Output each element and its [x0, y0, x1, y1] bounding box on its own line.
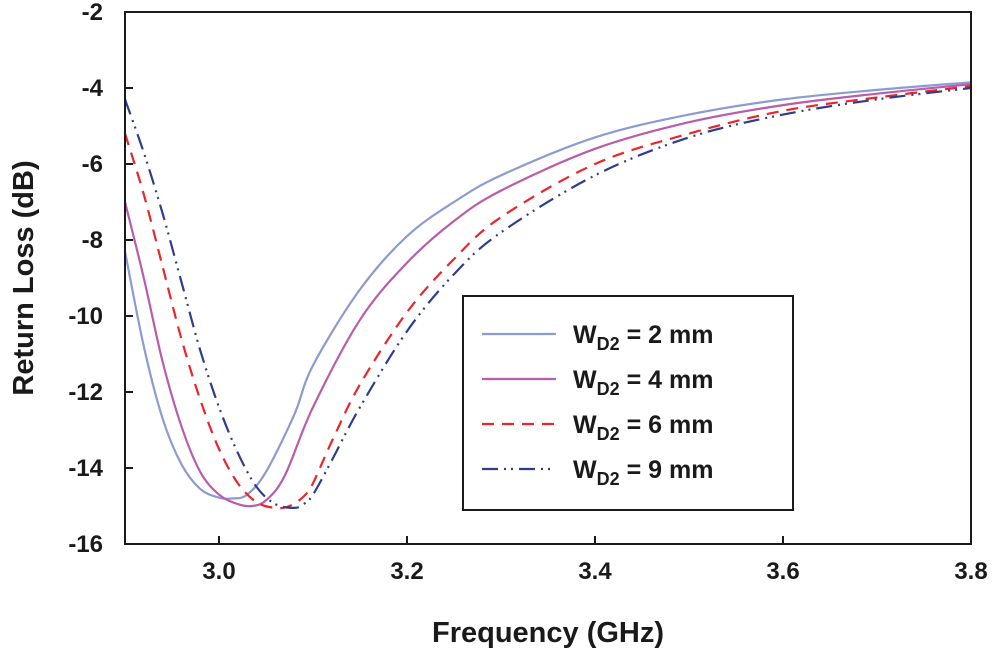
x-tick-label: 3.8	[954, 558, 987, 585]
y-tick-label: -12	[68, 379, 103, 406]
series-line-3	[123, 85, 972, 510]
x-tick-label: 3.0	[202, 558, 235, 585]
y-axis-label: Return Loss (dB)	[8, 160, 40, 395]
legend-entries: WD2 = 2 mm WD2 = 4 mm WD2 = 6 mm WD2 = 9 mm	[482, 321, 713, 489]
series-line-2	[123, 83, 972, 508]
legend-box	[462, 295, 794, 511]
x-tick-label: 3.2	[390, 558, 423, 585]
series-line-4	[123, 86, 972, 509]
series-layer	[123, 81, 972, 510]
y-tick-label: -4	[82, 75, 104, 102]
x-tick-label: 3.6	[766, 558, 799, 585]
series-line-1	[123, 81, 972, 500]
legend-label-1: WD2 = 2 mm	[573, 321, 713, 354]
legend: WD2 = 2 mm WD2 = 4 mm WD2 = 6 mm WD2 = 9 mm	[462, 295, 794, 511]
legend-label-2: WD2 = 4 mm	[573, 366, 713, 399]
legend-label-3: WD2 = 6 mm	[573, 411, 713, 444]
x-tick-label: 3.4	[578, 558, 612, 585]
plot-frame	[124, 11, 972, 545]
y-tick-label: -6	[82, 151, 103, 178]
legend-label-4: WD2 = 9 mm	[573, 456, 713, 489]
y-tick-label: -16	[68, 531, 103, 558]
x-axis-label: Frequency (GHz)	[432, 617, 664, 649]
y-tick-label: -14	[68, 455, 103, 482]
y-tick-label: -10	[68, 303, 103, 330]
y-tick-label: -8	[82, 227, 103, 254]
ticks-layer: 3.0 3.2 3.4 3.6 3.8 -16 -14 -12 -10 -8 -6 -4 -2	[68, 0, 987, 585]
y-tick-label: -2	[82, 0, 103, 26]
